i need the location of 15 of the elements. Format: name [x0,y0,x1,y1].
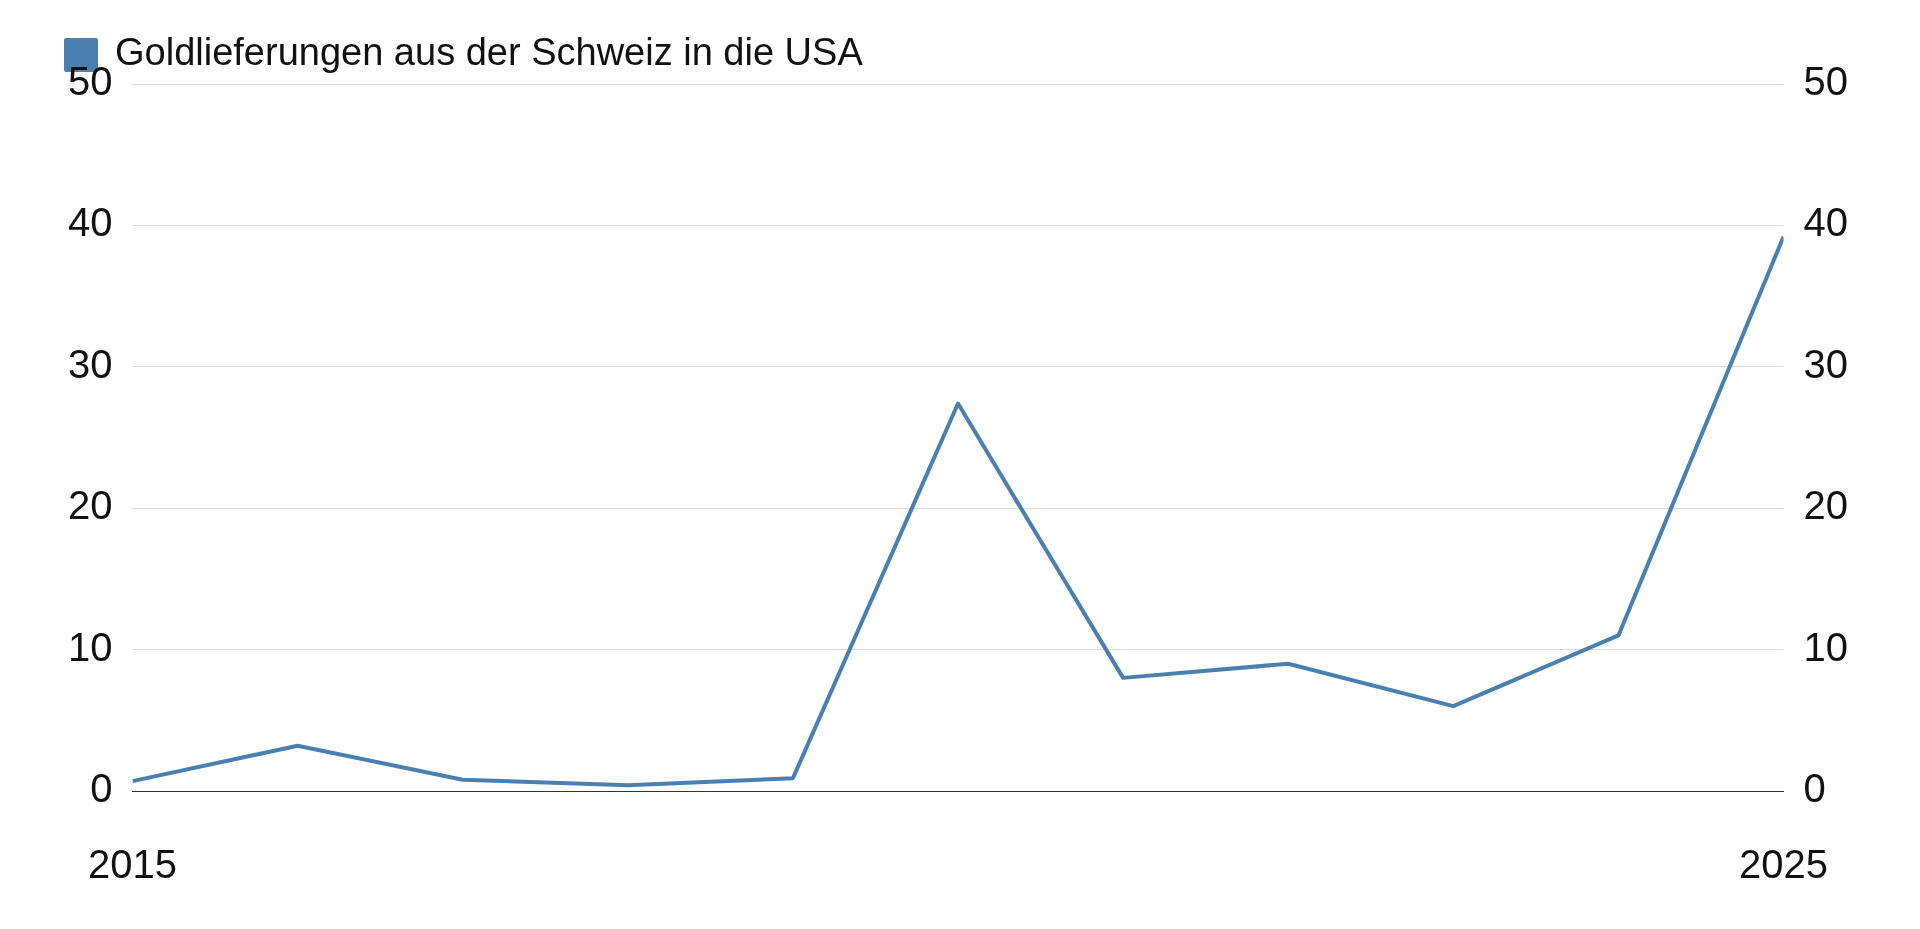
y-tick-label: 0 [90,766,113,811]
y-tick-label: 20 [67,483,113,528]
y2-tick-label: 0 [1803,766,1826,811]
x-tick-label: 2025 [1739,842,1828,887]
y-tick-label: 40 [67,200,113,245]
y-tick-label: 10 [67,624,113,669]
y2-tick-label: 10 [1803,624,1849,669]
y2-tick-label: 50 [1803,59,1849,104]
y2-tick-label: 20 [1803,483,1849,528]
y-tick-label: 50 [67,59,113,104]
legend-label: Goldlieferungen aus der Schweiz in die USA [115,31,864,74]
y-tick-label: 30 [67,341,113,386]
x-tick-label: 2015 [88,842,177,887]
y2-tick-label: 30 [1803,341,1849,386]
y2-tick-label: 40 [1803,200,1849,245]
